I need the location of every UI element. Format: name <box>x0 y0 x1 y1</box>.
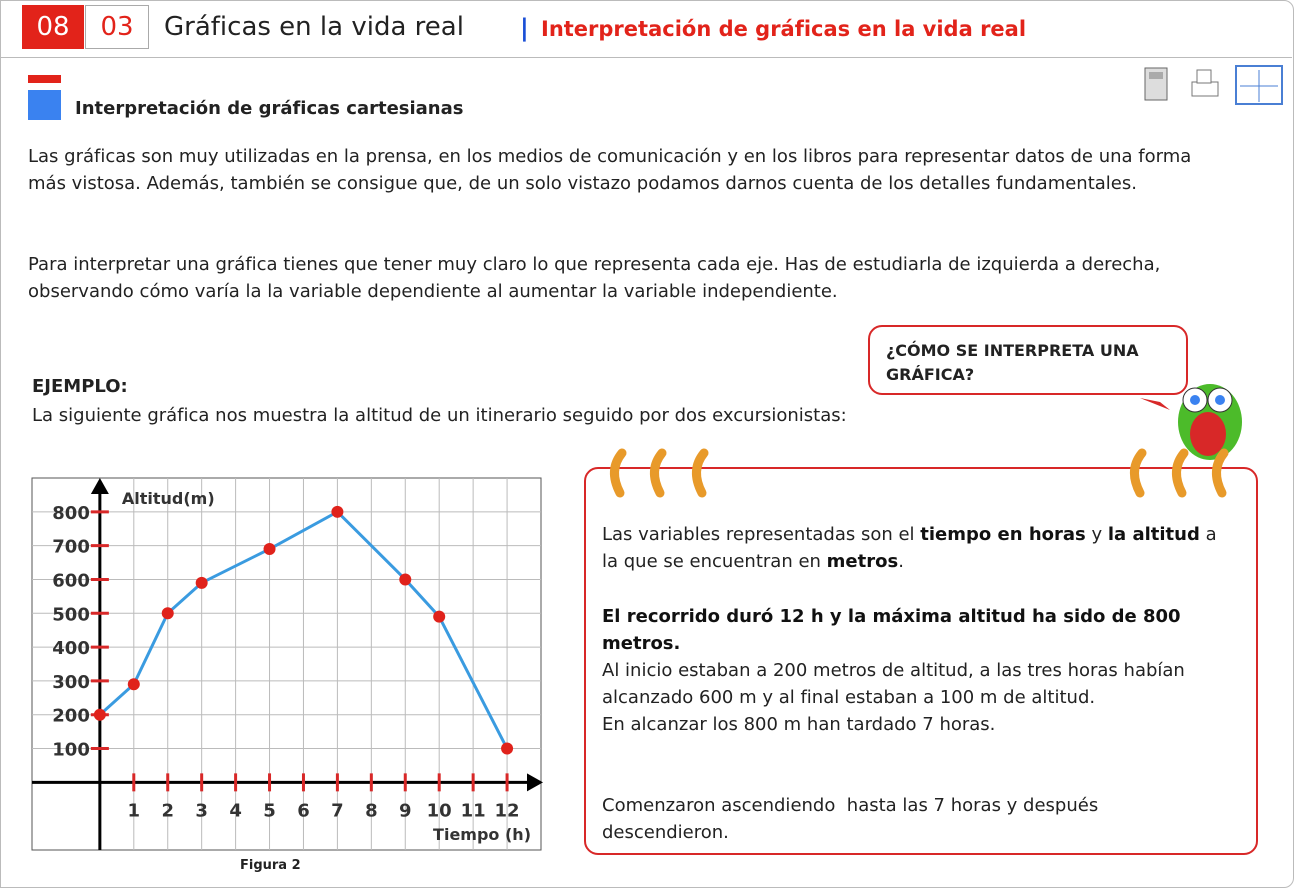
x-axis-label: Tiempo (h) <box>433 825 531 844</box>
ring <box>1212 448 1229 498</box>
note: El recorrido duró 12 h y la máxima altit… <box>602 603 1222 738</box>
text: la altitud <box>1107 524 1200 545</box>
owl <box>1140 384 1242 460</box>
example-text: La siguiente gráfica nos muestra la alti… <box>32 405 847 426</box>
heading: Interpretación de gráficas cartesianas <box>75 98 464 119</box>
x-tick-label: 2 <box>161 800 174 821</box>
subtitle: Interpretación de gráficas en la vida re… <box>541 17 1027 41</box>
x-tick-label: 1 <box>128 800 141 821</box>
ring <box>610 448 627 498</box>
print-icon[interactable] <box>1191 81 1219 97</box>
y-tick-label: 200 <box>52 706 90 727</box>
separator: | <box>520 14 529 42</box>
note: Las variables representadas son el tiemp… <box>602 521 1227 575</box>
point <box>433 610 446 623</box>
x-tick-label: 10 <box>427 800 452 821</box>
y-tick-label: 600 <box>52 570 90 591</box>
y-tick-label: 300 <box>52 672 90 693</box>
text: tiempo en horas <box>920 524 1086 545</box>
section: 03 <box>85 5 149 49</box>
caption: Figura 2 <box>240 858 301 873</box>
x-tick-label: 4 <box>229 800 242 821</box>
point <box>161 607 174 620</box>
toolbar[interactable] <box>1140 62 1290 108</box>
paragraph: Para interpretar una gráfica tienes que … <box>28 254 1161 302</box>
y-tick-label: 500 <box>52 604 90 625</box>
notebook <box>584 467 1258 855</box>
y-tick-label: 800 <box>52 503 90 524</box>
notebook-rings <box>610 448 1229 498</box>
chapter: 08 <box>22 5 84 49</box>
example-label: EJEMPLO: <box>32 376 128 397</box>
x-axis-arrow <box>527 773 543 792</box>
text: . <box>898 551 904 572</box>
title: Gráficas en la vida real <box>164 12 464 42</box>
point <box>127 678 140 691</box>
mark-blue <box>28 90 61 120</box>
x-tick-label: 11 <box>461 800 486 821</box>
calculator-screen <box>1149 72 1163 79</box>
text: En alcanzar los 800 m han tardado 7 hora… <box>602 714 996 735</box>
y-axis-arrow <box>90 478 109 494</box>
point <box>501 742 514 755</box>
x-tick-label: 6 <box>297 800 310 821</box>
point <box>331 505 344 518</box>
chart: 1 2 3 4 5 6 7 8 9 10 11 12100200300400500600700800A… <box>31 477 543 851</box>
y-axis-label: Altitud(m) <box>122 489 215 508</box>
x-tick-label: 5 <box>263 800 276 821</box>
x-tick-label: 9 <box>399 800 412 821</box>
x-tick-label: 8 <box>365 800 378 821</box>
text: y <box>1085 524 1108 545</box>
text: Las variables representadas son el <box>602 524 921 545</box>
y-tick-label: 700 <box>52 537 90 558</box>
x-tick-label: 12 <box>495 800 520 821</box>
y-tick-label: 400 <box>52 638 90 659</box>
ring <box>650 448 667 498</box>
ring <box>1172 448 1189 498</box>
owl-pupil <box>1190 395 1200 405</box>
mark-red <box>28 75 61 83</box>
speech-bubble: ¿CÓMO SE INTERPRETA UNA GRÁFICA? <box>868 325 1188 395</box>
y-tick-label: 100 <box>52 740 90 761</box>
divider <box>0 57 1292 58</box>
point <box>93 708 106 721</box>
note: Comenzaron ascendiendo hasta las 7 horas… <box>602 795 1104 843</box>
point <box>263 543 276 556</box>
paragraph: Las gráficas son muy utilizadas en la pr… <box>28 146 1192 194</box>
owl-pupil <box>1215 395 1225 405</box>
x-tick-label: 3 <box>195 800 208 821</box>
text: Al inicio estaban a 200 metros de altitu… <box>602 660 1185 708</box>
text: El recorrido duró 12 h y la máxima altit… <box>602 606 1181 654</box>
text: metros <box>826 551 899 572</box>
text: a la que se encuentran en <box>602 524 1217 572</box>
owl-belly <box>1190 412 1226 456</box>
x-tick-label: 7 <box>331 800 344 821</box>
ring <box>1130 448 1147 498</box>
point <box>399 573 412 586</box>
ring <box>692 448 709 498</box>
point <box>195 576 208 589</box>
bubble-tail <box>1140 398 1170 410</box>
print-paper <box>1196 69 1212 84</box>
